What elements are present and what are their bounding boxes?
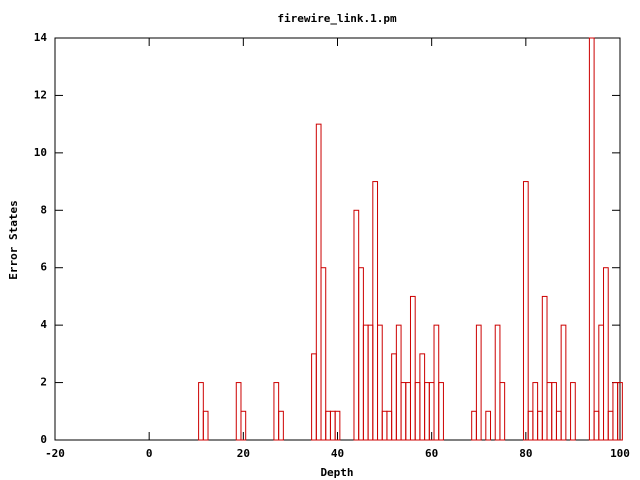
bar [494,324,501,441]
bar [485,410,492,441]
x-tick-label: 100 [610,447,630,460]
bar [381,410,388,441]
bar [409,295,416,441]
bar [419,353,426,441]
bar [240,410,247,441]
bar [372,181,379,441]
bar [358,267,364,441]
bar [386,410,393,441]
bar [311,353,317,441]
bar [593,410,600,441]
y-tick-label: 8 [40,203,47,216]
bar [475,324,482,441]
bar [607,410,614,441]
x-tick-label: 60 [425,447,438,460]
bar [560,324,567,441]
bar [570,382,576,441]
bar [273,382,280,441]
bar [202,410,209,441]
bar [424,382,430,441]
x-tick-label: 0 [146,447,153,460]
bar [537,410,543,441]
bar [527,410,534,441]
y-tick-label: 0 [40,433,47,446]
y-tick-label: 10 [34,146,47,159]
bar [198,382,204,441]
bar [541,295,548,441]
chart-title: firewire_link.1.pm [277,12,397,25]
x-tick-label: 80 [519,447,532,460]
y-tick-label: 6 [40,261,47,274]
y-tick-label: 4 [40,318,47,331]
bar [555,410,562,441]
bar [325,410,331,441]
bar [438,382,444,441]
bar [278,410,284,441]
bar [235,382,242,441]
x-axis-label: Depth [320,466,353,479]
bar [391,353,397,441]
bar [315,123,322,441]
bar [433,324,440,441]
x-tick-label: -20 [45,447,65,460]
bar [405,382,411,441]
y-axis-label: Error States [7,200,20,279]
bar [428,382,435,441]
x-tick-label: 40 [331,447,344,460]
x-tick-label: 20 [237,447,250,460]
bar [377,324,383,441]
y-tick-label: 14 [34,31,48,44]
bar [603,267,609,441]
bar [598,324,605,441]
bar [551,382,557,441]
bar [522,181,529,441]
bar [612,382,619,441]
bar [395,324,402,441]
bar [546,382,553,441]
bar [471,410,477,441]
y-tick-label: 12 [34,88,47,101]
bar [320,267,327,441]
plot-frame [54,37,621,441]
bar [617,382,623,441]
bar [334,410,341,441]
bar [588,37,595,441]
bar [362,324,369,441]
bar [532,382,539,441]
y-tick-label: 2 [40,376,47,389]
bar [414,382,421,441]
bar [367,324,374,441]
bar [329,410,336,441]
bar [400,382,407,441]
bar [499,382,506,441]
bar [353,209,360,441]
